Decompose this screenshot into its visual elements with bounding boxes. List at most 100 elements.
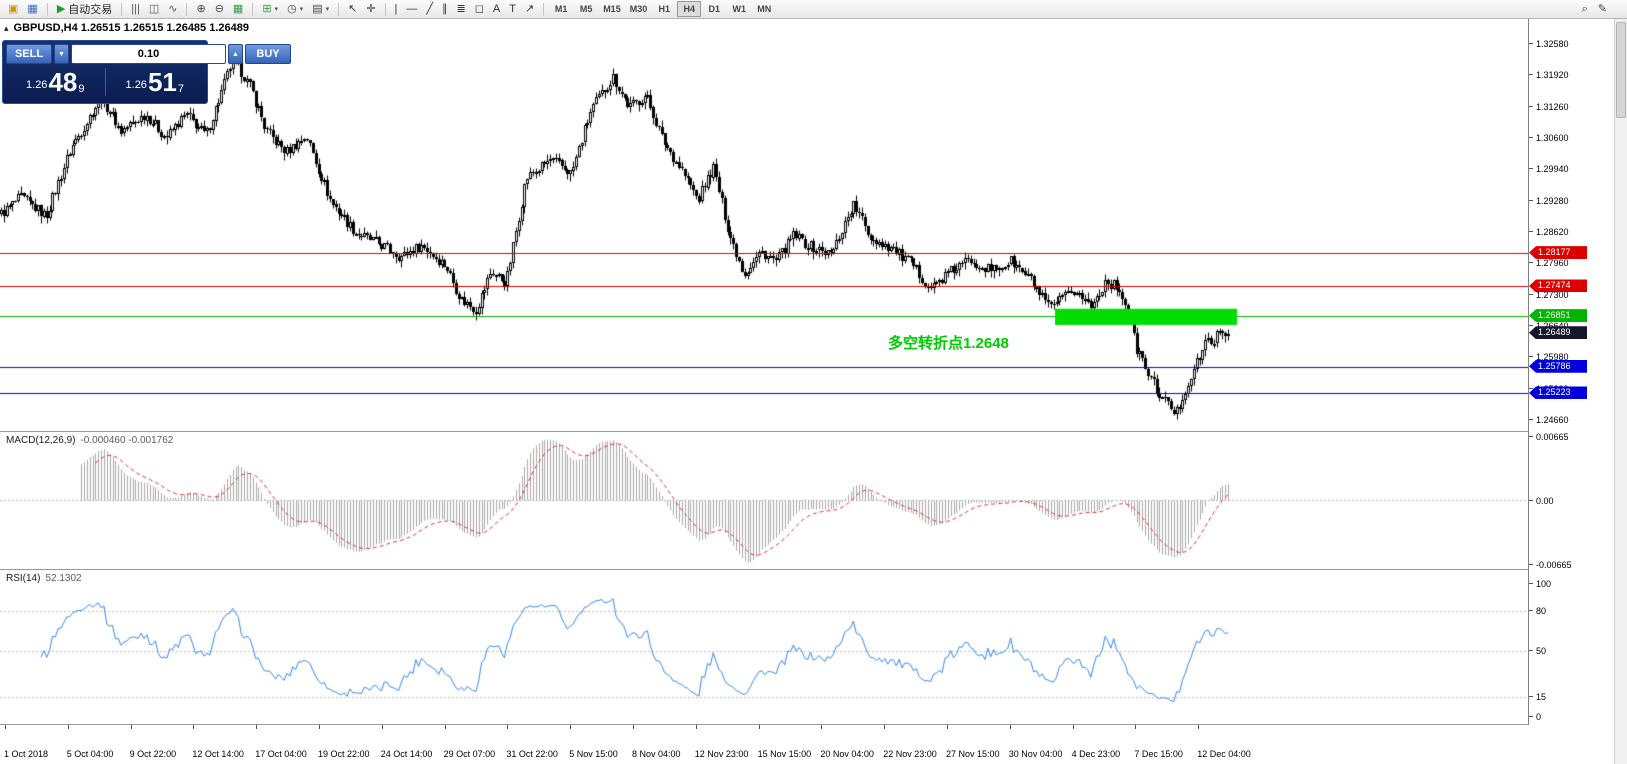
edit-icon: ✎ — [1597, 2, 1607, 15]
level-price-badge: 1.25223 — [1529, 386, 1587, 400]
edit-icon[interactable]: ✎ — [1594, 1, 1611, 18]
sell-price[interactable]: 1.26 48 9 — [6, 67, 105, 98]
timeframe-m1[interactable]: M1 — [549, 1, 573, 17]
time-axis-tick — [633, 725, 634, 729]
time-axis-label: 20 Nov 04:00 — [820, 749, 874, 759]
equidistant-channel-icon[interactable]: ∥ — [438, 1, 452, 18]
search-icon[interactable]: ⌕ — [1578, 1, 1592, 18]
caret-down-icon: ▾ — [274, 6, 279, 13]
text-label-icon[interactable]: T — [505, 1, 520, 18]
volume-decrease-button[interactable]: ▼ — [54, 44, 69, 64]
zoom-out-icon[interactable]: ⊖ — [211, 1, 228, 18]
line-chart-icon[interactable]: ∿ — [164, 1, 181, 18]
timeframe-h4[interactable]: H4 — [677, 1, 702, 17]
periods-icon[interactable]: ◷ ▾ — [283, 1, 307, 18]
candlestick-chart-canvas[interactable] — [0, 19, 1528, 431]
arrows-icon: ↗ — [524, 2, 535, 15]
price-axis-label: 1.29280 — [1529, 195, 1569, 206]
rsi-chart-canvas[interactable] — [0, 570, 1528, 724]
time-axis-tick — [256, 725, 258, 729]
vertical-line-icon[interactable]: | — [391, 1, 402, 18]
timeframe-w1[interactable]: W1 — [727, 1, 751, 17]
buy-price[interactable]: 1.26 51 7 — [106, 67, 205, 98]
sell-price-big: 48 — [48, 66, 78, 97]
rsi-axis-label: 0 — [1528, 712, 1542, 722]
crosshair-icon[interactable]: ✛ — [362, 1, 379, 18]
time-axis-tick — [821, 725, 823, 729]
candlestick-chart-icon[interactable]: ◫ — [145, 1, 163, 18]
rsi-axis-label: 50 — [1528, 645, 1547, 656]
scrollbar-thumb[interactable] — [1616, 22, 1626, 118]
time-axis-tick — [1009, 725, 1011, 729]
time-axis-tick — [947, 725, 948, 729]
cursor-icon[interactable]: ↖ — [344, 1, 361, 18]
time-axis[interactable]: 1 Oct 2018 5 Oct 04:00 9 Oct 22:00 12 Oct 1… — [0, 725, 1627, 764]
sell-button[interactable]: SELL — [6, 44, 52, 64]
volume-increase-button[interactable]: ▲ — [228, 44, 243, 64]
new-order-icon[interactable]: ▣ — [4, 1, 22, 18]
trendline-icon[interactable]: ╱ — [422, 1, 437, 18]
time-axis-tick — [381, 725, 383, 729]
shapes-icon[interactable]: ◻ — [471, 1, 488, 18]
horizontal-line-icon: — — [406, 2, 418, 15]
timeframe-d1[interactable]: D1 — [702, 1, 726, 17]
time-axis-label: 1 Oct 2018 — [4, 749, 49, 759]
chart-window-icon: ▦ — [27, 2, 38, 15]
volume-input[interactable] — [71, 44, 226, 64]
chart-window-icon[interactable]: ▦ — [23, 1, 41, 18]
price-axis-label: 1.28620 — [1529, 227, 1569, 238]
buy-price-prefix: 1.26 — [125, 78, 147, 91]
panel-separator[interactable] — [0, 569, 1614, 570]
tile-windows-icon: ▦ — [232, 2, 244, 15]
macd-chart-canvas[interactable] — [0, 432, 1528, 569]
new-order-icon: ▣ — [8, 2, 19, 15]
fibonacci-icon[interactable]: ≣ — [453, 1, 470, 18]
templates-icon[interactable]: ▤ ▾ — [308, 1, 333, 18]
timeframe-m15[interactable]: M15 — [599, 1, 625, 17]
text-icon: A — [492, 2, 501, 15]
auto-trading-button: ▶ — [56, 2, 66, 15]
vertical-scrollbar[interactable] — [1614, 19, 1627, 764]
rsi-axis-label: 100 — [1528, 579, 1552, 589]
zoom-in-icon[interactable]: ⊕ — [192, 1, 209, 18]
time-axis-tick — [319, 725, 320, 729]
toolbar-separator — [384, 2, 386, 16]
price-axis[interactable]: 1.32580 1.31920 1.31260 1.30600 1.29940 1.292… — [1528, 19, 1614, 725]
price-axis-label: 1.27300 — [1529, 289, 1569, 300]
level-price-badge: 1.28177 — [1529, 246, 1587, 260]
buy-button[interactable]: BUY — [245, 44, 291, 64]
timeframe-mn[interactable]: MN — [752, 1, 776, 17]
auto-trading-button[interactable]: ▶ 自动交易 — [53, 1, 116, 18]
panel-separator[interactable] — [0, 724, 1614, 725]
timeframe-h1[interactable]: H1 — [652, 1, 676, 17]
auto-trading-button-label: 自动交易 — [68, 4, 113, 16]
symbol-header: ▴ GBPUSD,H4 1.26515 1.26515 1.26485 1.26… — [4, 22, 249, 34]
price-axis-label: 1.25980 — [1529, 352, 1569, 363]
price-axis-label: 1.32580 — [1529, 38, 1569, 49]
time-axis-label: 31 Oct 22:00 — [506, 749, 558, 759]
time-axis-tick — [507, 725, 509, 729]
line-chart-icon: ∿ — [168, 2, 178, 15]
tile-windows-icon[interactable]: ▦ — [229, 1, 247, 18]
price-axis-label: 1.31260 — [1529, 101, 1569, 112]
panel-separator[interactable] — [0, 431, 1614, 432]
indicators-icon[interactable]: ⊞ ▾ — [258, 1, 282, 18]
chart-annotation: 多空转折点1.2648 — [888, 335, 1009, 352]
level-price-badge: 1.27474 — [1529, 279, 1587, 293]
macd-axis-label: -0.00665 — [1529, 559, 1572, 570]
time-axis-label: 9 Oct 22:00 — [129, 749, 177, 759]
timeframe-m5[interactable]: M5 — [574, 1, 598, 17]
timeframe-m30[interactable]: M30 — [626, 1, 652, 17]
indicators-icon: ⊞ — [262, 2, 272, 15]
arrows-icon[interactable]: ↗ — [521, 1, 538, 18]
current-price-badge: 1.26489 — [1529, 326, 1587, 340]
time-axis-tick — [695, 725, 697, 729]
bar-chart-icon[interactable]: ||| — [127, 1, 144, 18]
one-click-collapse-icon[interactable]: ▴ — [4, 22, 9, 33]
macd-axis-label: 0.00 — [1529, 495, 1554, 506]
vertical-line-icon: | — [394, 2, 398, 15]
text-icon[interactable]: A — [489, 1, 504, 18]
time-axis-tick — [1072, 725, 1074, 729]
horizontal-line-icon[interactable]: — — [402, 1, 421, 18]
time-axis-label: 7 Dec 15:00 — [1134, 749, 1183, 759]
